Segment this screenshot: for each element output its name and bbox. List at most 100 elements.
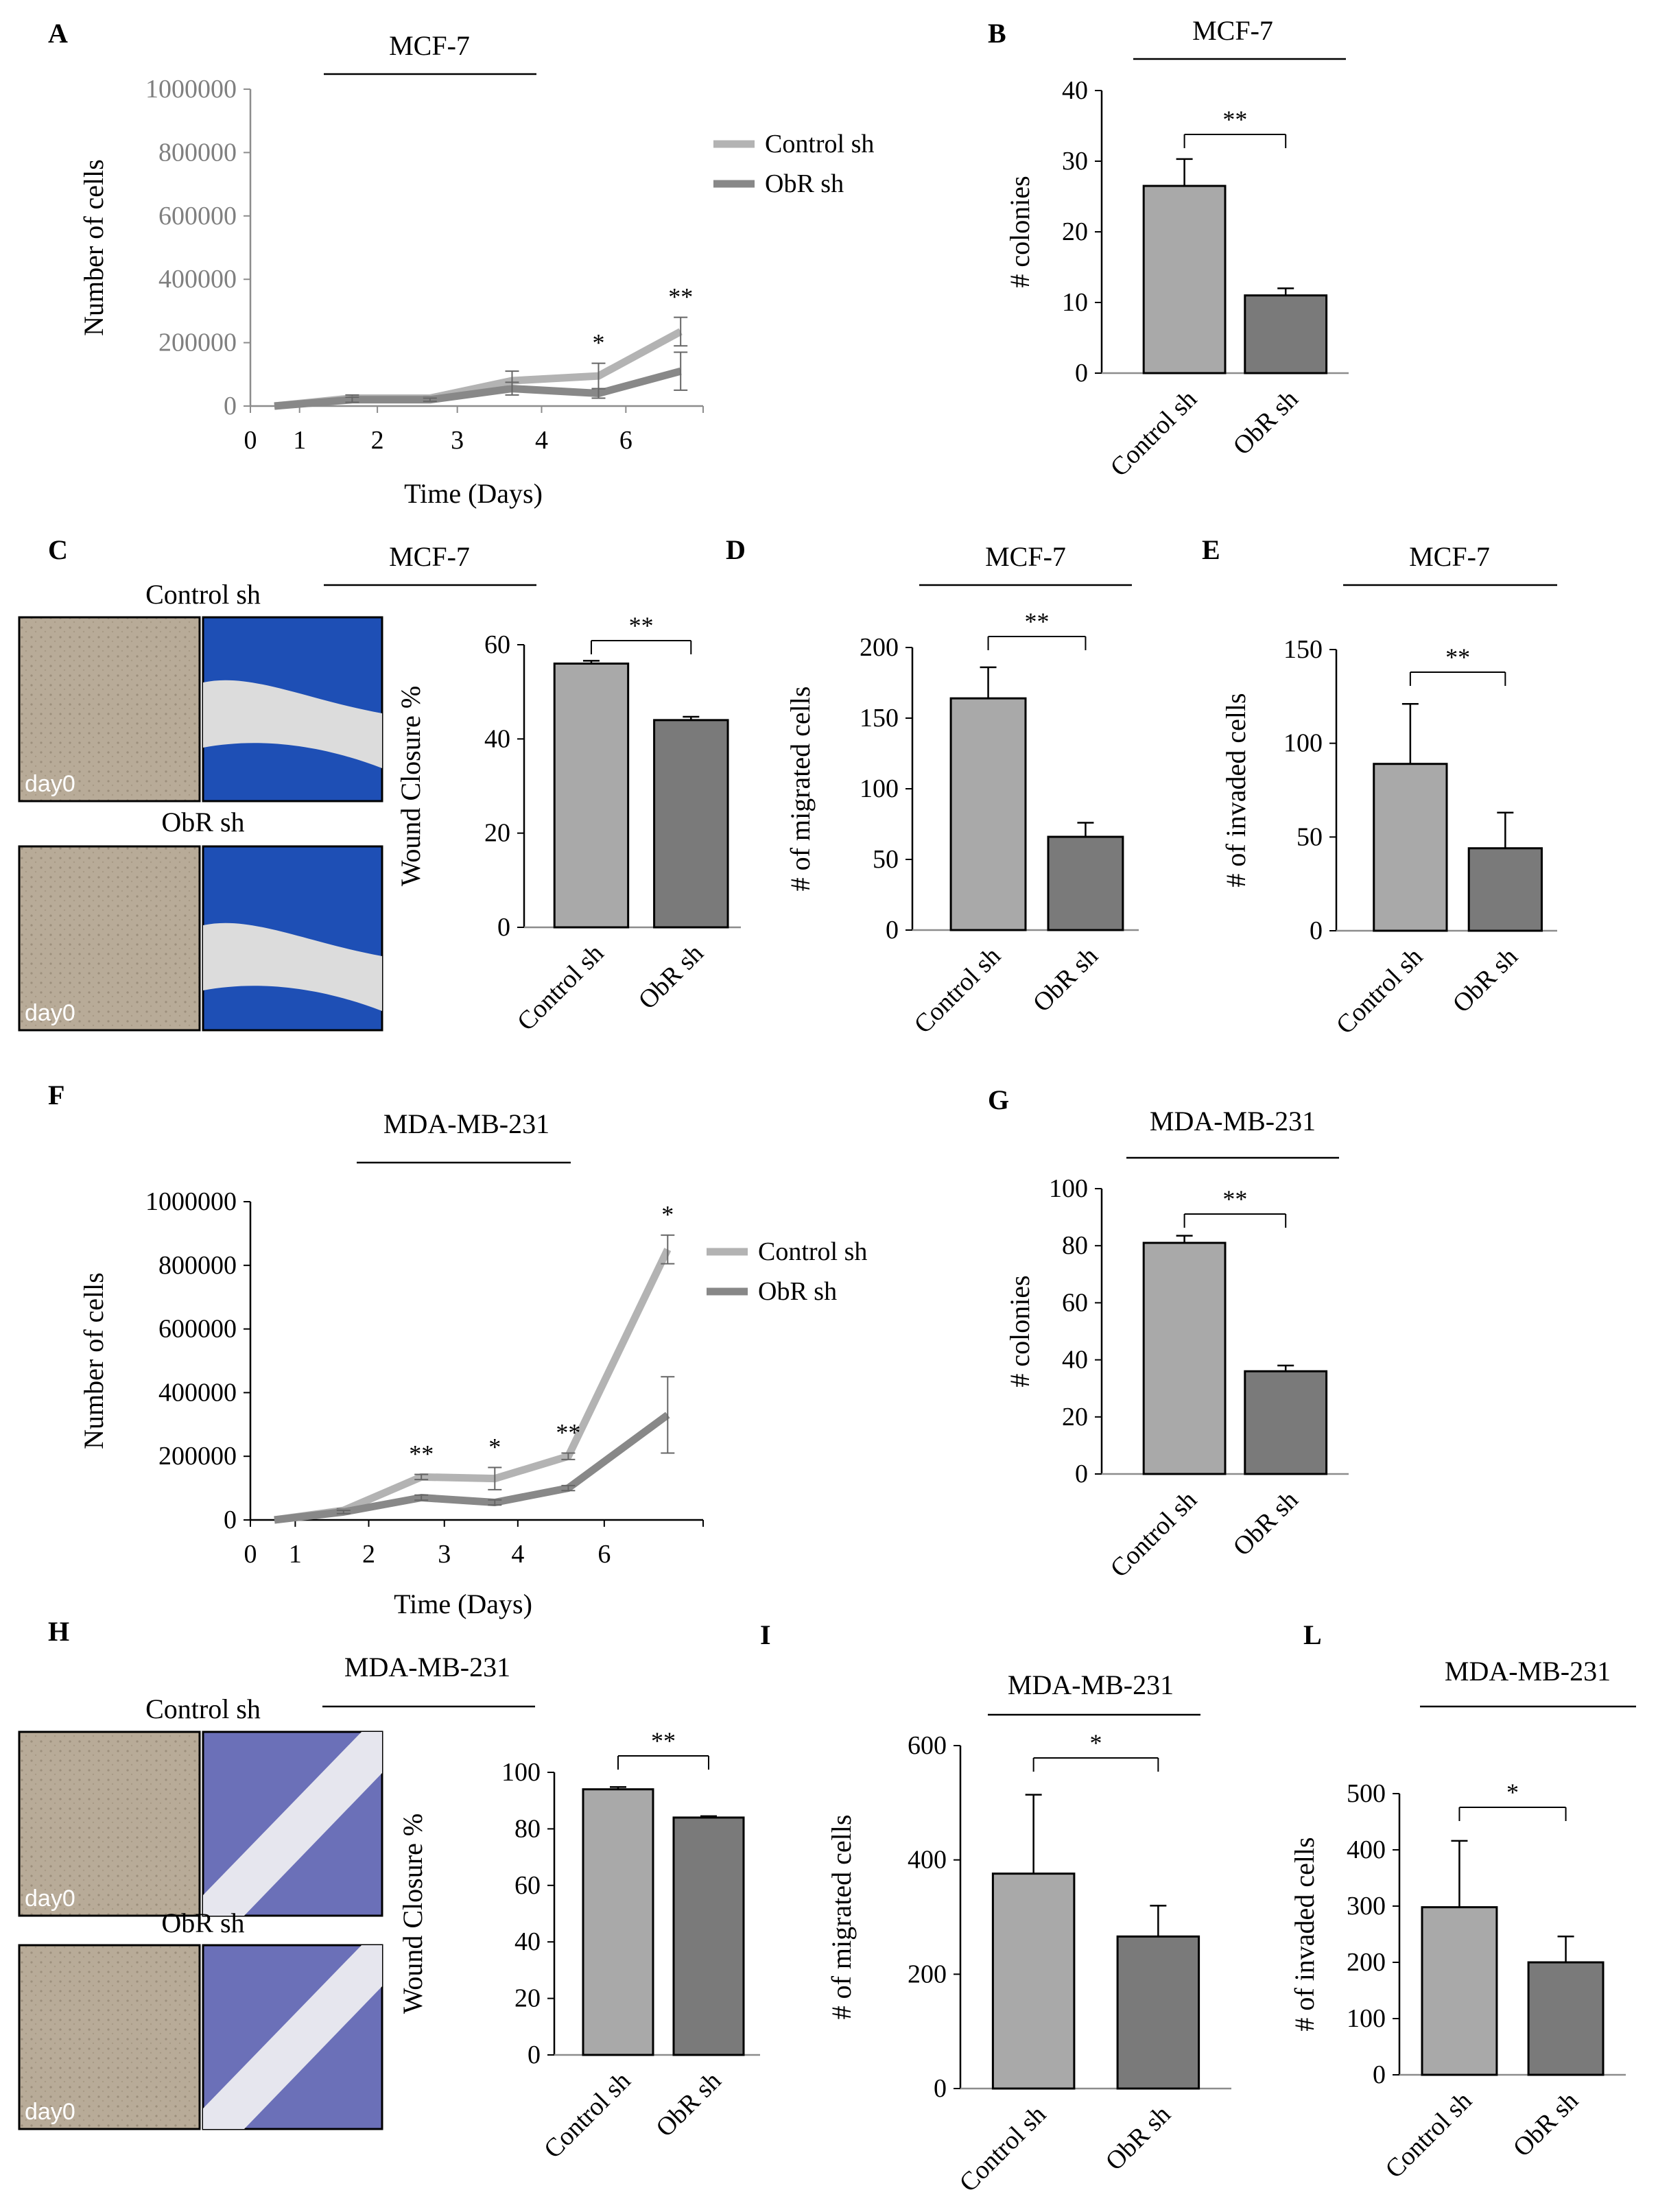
panel-F: F MDA-MB-231 0 200000 400000 600000 800000 1000… xyxy=(48,1080,867,1619)
significance-marker: ** xyxy=(556,1419,580,1447)
y-axis: 0 100 200 300 400 500 xyxy=(1347,1779,1401,2089)
y-axis: 0 20 40 60 xyxy=(484,630,525,942)
y-tick-label: 0 xyxy=(1373,2060,1386,2089)
y-tick-label: 10 xyxy=(1062,288,1088,317)
legend: Control sh ObR sh xyxy=(713,130,874,198)
significance-marker: ** xyxy=(1025,608,1050,635)
significance-bracket: ** xyxy=(987,608,1087,650)
y-axis-label: # colonies xyxy=(1004,176,1035,287)
significance-marker: ** xyxy=(668,283,693,311)
y-tick-label: 400 xyxy=(908,1846,947,1875)
y-tick-label: 50 xyxy=(1297,822,1323,851)
bar-obr xyxy=(1244,1370,1328,1475)
bar-control xyxy=(553,662,630,929)
y-tick-label: 100 xyxy=(1347,2004,1386,2033)
wound-gap xyxy=(203,680,382,768)
wound-gap xyxy=(203,1732,382,1916)
x-tick-label: 4 xyxy=(535,426,548,455)
y-tick-label: 80 xyxy=(514,1814,541,1843)
panel-label: C xyxy=(48,534,68,565)
y-tick-label: 500 xyxy=(1347,1779,1386,1808)
panel-title: MCF-7 xyxy=(389,541,470,572)
y-axis: 0 20 40 60 80 100 xyxy=(501,1758,556,2069)
legend-entry: ObR sh xyxy=(765,169,844,198)
panel-label: B xyxy=(988,18,1006,49)
x-tick-label: ObR sh xyxy=(1227,1486,1303,1562)
y-tick-label: 1000000 xyxy=(145,1187,237,1216)
x-tick-label: ObR sh xyxy=(1227,385,1303,461)
bar-control xyxy=(1142,1241,1227,1475)
x-tick-label: Control sh xyxy=(1380,2086,1477,2184)
panel-G: G MDA-MB-231 0 20 40 60 80 100 # colonies Control… xyxy=(988,1084,1349,1583)
x-tick-label: 3 xyxy=(438,1540,451,1569)
significance-bracket: ** xyxy=(590,612,692,654)
x-tick-label: 0 xyxy=(244,1540,257,1569)
y-axis: 0 50 100 150 xyxy=(1283,635,1338,945)
micrograph-day0-icon: day0 xyxy=(18,1731,201,1917)
bar-obr xyxy=(1244,294,1328,374)
panel-title: MDA-MB-231 xyxy=(1008,1669,1174,1700)
y-tick-label: 80 xyxy=(1062,1231,1088,1260)
panel-D: D MCF-7 0 50 100 150 200 # of migrated cells Con… xyxy=(726,534,1139,1039)
y-tick-label: 600000 xyxy=(158,1315,237,1344)
x-tick-label: ObR sh xyxy=(650,2067,726,2143)
x-tick-label: Control sh xyxy=(1331,942,1428,1040)
micrograph-day0-obr xyxy=(18,845,201,1032)
y-tick-label: 400000 xyxy=(158,1378,237,1407)
significance-bracket: * xyxy=(1458,1779,1567,1821)
micrograph-stained-icon xyxy=(202,1731,383,1917)
panel-title: MDA-MB-231 xyxy=(1150,1106,1316,1137)
legend-entry: Control sh xyxy=(765,130,874,158)
y-tick-label: 50 xyxy=(873,845,899,874)
significance-bracket: ** xyxy=(1183,1185,1287,1228)
significance-marker: ** xyxy=(1445,643,1470,671)
x-axis-label: Time (Days) xyxy=(404,478,543,509)
panel-title: MCF-7 xyxy=(1409,541,1490,572)
x-tick-label: ObR sh xyxy=(1508,2086,1584,2163)
x-tick-label: 1 xyxy=(293,426,306,455)
y-tick-label: 0 xyxy=(886,916,899,944)
panel-label: D xyxy=(726,534,746,565)
significance-bracket: * xyxy=(1032,1729,1159,1772)
x-tick-label: ObR sh xyxy=(1447,942,1524,1019)
x-tick-label: Control sh xyxy=(512,939,609,1036)
y-axis-label: # of invaded cells xyxy=(1289,1837,1320,2031)
x-tick-label: ObR sh xyxy=(633,939,709,1015)
significance-marker: ** xyxy=(409,1440,434,1468)
y-tick-label: 200 xyxy=(908,1960,947,1988)
series-obr xyxy=(274,351,688,410)
bar-obr xyxy=(653,719,729,929)
y-axis: 0 10 20 30 40 xyxy=(1062,76,1103,388)
significance-marker: * xyxy=(1506,1779,1519,1806)
day0-label: day0 xyxy=(25,1000,75,1026)
y-axis-label: # colonies xyxy=(1004,1275,1035,1387)
y-tick-label: 20 xyxy=(484,819,510,848)
panel-label: L xyxy=(1303,1619,1322,1650)
significance-marker: ** xyxy=(629,612,654,639)
significance-marker: ** xyxy=(1222,1185,1247,1213)
x-tick-label: 0 xyxy=(244,426,257,455)
panel-H: H MDA-MB-231 0 20 40 60 80 100 Wound Closure % Co… xyxy=(18,1616,760,2164)
y-tick-label: 0 xyxy=(1075,1460,1088,1488)
x-tick-label: 2 xyxy=(371,426,384,455)
y-tick-label: 0 xyxy=(224,392,237,420)
significance-marker: * xyxy=(488,1433,501,1460)
micrograph-day0-obr xyxy=(18,1944,201,2130)
y-axis: 0 200000 400000 600000 800000 1000000 xyxy=(145,1187,252,1534)
y-axis-label: # of invaded cells xyxy=(1220,693,1251,887)
x-tick-label: 2 xyxy=(362,1540,375,1569)
y-tick-label: 60 xyxy=(1062,1288,1088,1317)
x-tick-label: Control sh xyxy=(908,942,1006,1039)
micrograph-day0-control xyxy=(18,616,201,802)
panel-title: MCF-7 xyxy=(985,541,1066,572)
y-tick-label: 300 xyxy=(1347,1892,1386,1920)
series-line xyxy=(274,1412,670,1524)
panel-label: F xyxy=(48,1080,64,1110)
y-tick-label: 400 xyxy=(1347,1835,1386,1864)
panel-label: E xyxy=(1202,534,1220,565)
series-control xyxy=(274,1234,675,1524)
y-tick-label: 0 xyxy=(528,2041,541,2069)
bar-control xyxy=(1142,185,1227,374)
panel-label: H xyxy=(48,1616,69,1647)
photo-title-obr: ObR sh xyxy=(161,1907,244,1938)
